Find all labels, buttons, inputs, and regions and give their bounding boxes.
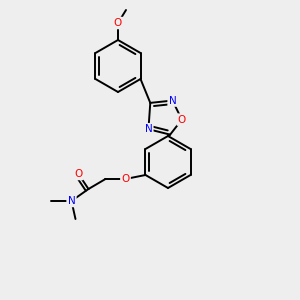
Text: N: N: [145, 124, 152, 134]
Text: O: O: [122, 174, 130, 184]
Text: O: O: [74, 169, 83, 179]
Text: O: O: [114, 18, 122, 28]
Text: O: O: [178, 115, 186, 124]
Text: N: N: [169, 95, 176, 106]
Text: N: N: [68, 196, 75, 206]
